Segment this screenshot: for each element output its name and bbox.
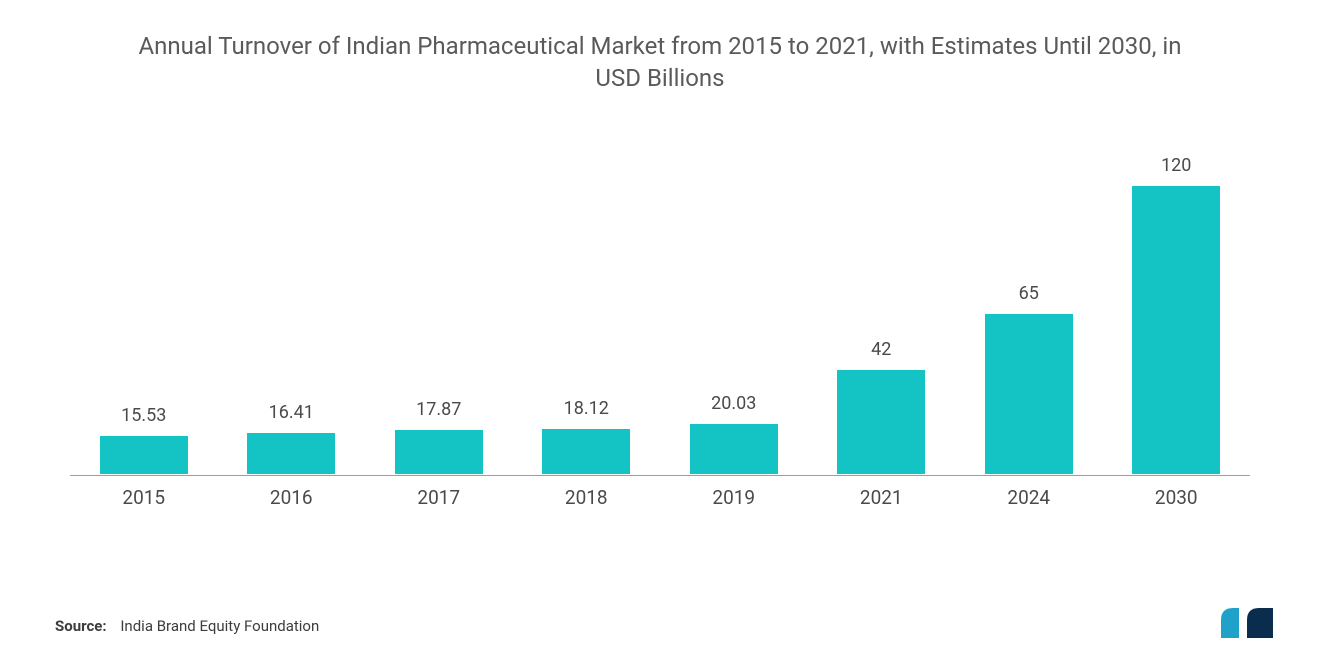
x-label: 2019 [660,486,808,509]
bar-slot: 16.41 [218,155,366,474]
bar-value-label: 15.53 [121,405,166,426]
source-text: India Brand Equity Foundation [120,617,319,635]
chart-title: Annual Turnover of Indian Pharmaceutical… [135,30,1185,95]
source-footer: Source: India Brand Equity Foundation [55,617,319,635]
bar-value-label: 65 [1019,283,1039,304]
bar-slot: 120 [1103,155,1251,474]
bar [1132,186,1220,474]
bar [395,430,483,474]
x-labels-row: 2015 2016 2017 2018 2019 2021 2024 2030 [70,486,1250,509]
bar-slot: 20.03 [660,155,808,474]
bar-value-label: 16.41 [269,402,314,423]
bar-slot: 18.12 [513,155,661,474]
x-label: 2016 [218,486,366,509]
bar-slot: 42 [808,155,956,474]
bar [837,370,925,473]
source-label: Source: [55,617,107,635]
bar-slot: 15.53 [70,155,218,474]
chart-area: 15.53 16.41 17.87 18.12 20.03 42 65 120 [50,155,1270,525]
x-label: 2030 [1103,486,1251,509]
bar-value-label: 120 [1161,155,1191,176]
bar-value-label: 17.87 [416,399,461,420]
bar-value-label: 18.12 [564,398,609,419]
x-axis-line [70,475,1250,476]
bar-slot: 17.87 [365,155,513,474]
bar-value-label: 42 [871,339,891,360]
bar [100,436,188,474]
x-label: 2018 [513,486,661,509]
bar [247,433,335,473]
bars-row: 15.53 16.41 17.87 18.12 20.03 42 65 120 [70,155,1250,475]
x-label: 2017 [365,486,513,509]
bar-value-label: 20.03 [711,393,756,414]
x-label: 2021 [808,486,956,509]
bar [542,429,630,474]
x-label: 2024 [955,486,1103,509]
brand-logo-icon [1219,606,1275,640]
logo-right-shape [1247,608,1273,638]
logo-left-shape [1221,608,1239,638]
bar [985,314,1073,474]
bar [690,424,778,473]
x-label: 2015 [70,486,218,509]
bar-slot: 65 [955,155,1103,474]
